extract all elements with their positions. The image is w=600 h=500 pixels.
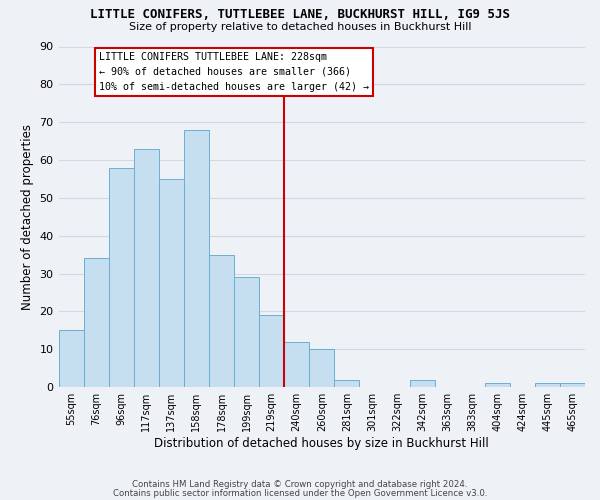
Bar [159, 179, 184, 387]
X-axis label: Distribution of detached houses by size in Buckhurst Hill: Distribution of detached houses by size … [154, 437, 489, 450]
Text: LITTLE CONIFERS, TUTTLEBEE LANE, BUCKHURST HILL, IG9 5JS: LITTLE CONIFERS, TUTTLEBEE LANE, BUCKHUR… [90, 8, 510, 20]
Text: LITTLE CONIFERS TUTTLEBEE LANE: 228sqm
← 90% of detached houses are smaller (366: LITTLE CONIFERS TUTTLEBEE LANE: 228sqm ←… [98, 52, 368, 92]
Bar [334, 380, 359, 387]
Bar [410, 380, 434, 387]
Bar [560, 384, 585, 387]
Bar [535, 384, 560, 387]
Text: Contains public sector information licensed under the Open Government Licence v3: Contains public sector information licen… [113, 489, 487, 498]
Bar [59, 330, 83, 387]
Bar [134, 148, 159, 387]
Bar [83, 258, 109, 387]
Text: Contains HM Land Registry data © Crown copyright and database right 2024.: Contains HM Land Registry data © Crown c… [132, 480, 468, 489]
Bar [259, 316, 284, 387]
Bar [485, 384, 510, 387]
Text: Size of property relative to detached houses in Buckhurst Hill: Size of property relative to detached ho… [129, 22, 471, 32]
Bar [109, 168, 134, 387]
Bar [234, 278, 259, 387]
Y-axis label: Number of detached properties: Number of detached properties [21, 124, 34, 310]
Bar [209, 254, 234, 387]
Bar [309, 350, 334, 387]
Bar [184, 130, 209, 387]
Bar [284, 342, 309, 387]
